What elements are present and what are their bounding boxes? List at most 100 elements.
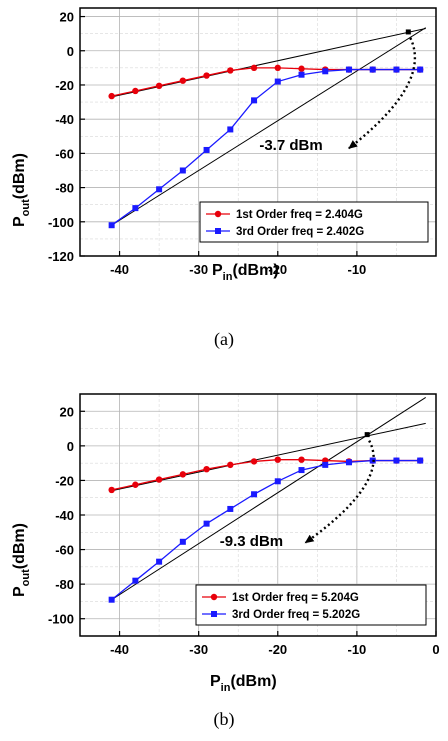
- series-point-1: [179, 471, 187, 478]
- legend-box-b: [195, 584, 427, 626]
- series-point-2: [132, 577, 139, 584]
- series-point-2: [156, 186, 163, 193]
- legend-swatch-marker: [214, 210, 222, 218]
- series-point-2: [393, 457, 400, 464]
- series-point-2: [156, 558, 163, 565]
- series-point-2: [227, 126, 234, 133]
- series-point-1: [108, 486, 115, 494]
- caption-b: (b): [214, 709, 235, 730]
- y-tick-label: 20: [60, 404, 74, 419]
- series-point-1: [132, 481, 139, 488]
- x-axis-label-a: Pin(dBm): [212, 262, 279, 283]
- y-tick-label: -40: [55, 112, 74, 127]
- series-point-1: [298, 65, 305, 72]
- series-point-2: [417, 457, 424, 464]
- legend-label-1st-b: 1st Order freq = 5.204G: [232, 592, 359, 604]
- y-tick-label: -80: [55, 577, 74, 592]
- legend-a: 1st Order freq = 2.404G 3rd Order freq =…: [199, 201, 429, 243]
- legend-b: 1st Order freq = 5.204G 3rd Order freq =…: [195, 584, 427, 626]
- x-tick-label: -10: [347, 262, 366, 277]
- series-b: [108, 432, 424, 603]
- series-point-2: [417, 66, 424, 73]
- series-point-2: [393, 66, 400, 73]
- extrapolation-line: [111, 397, 426, 601]
- series-point-1: [132, 87, 139, 95]
- series-point-2: [345, 459, 352, 466]
- series-point-1: [227, 461, 234, 469]
- series-point-1: [155, 82, 163, 90]
- series-line-2: [111, 459, 421, 601]
- y-tick-label: -60: [55, 543, 74, 558]
- plot-frame-a: [79, 7, 437, 257]
- annotation-a: -3.7 dBm: [259, 37, 417, 154]
- series-line-1: [111, 459, 421, 491]
- series-point-1: [108, 92, 115, 100]
- y-tick-label: 0: [67, 44, 74, 59]
- ticks-a: -40 -30 -20 -10 20 0 -20 -40 -60 -80 -100 -120: [48, 10, 366, 277]
- extrapolation-line: [111, 28, 426, 98]
- iip3-arrow: [304, 440, 375, 544]
- series-point-2: [274, 478, 281, 485]
- series-point-2: [251, 97, 258, 104]
- x-tick-label: 0: [432, 642, 439, 657]
- legend-swatch-marker: [215, 228, 221, 234]
- y-tick-label: -20: [55, 473, 74, 488]
- legend-label-3rd-b: 3rd Order freq = 5.202G: [232, 609, 360, 621]
- y-tick-label: -20: [55, 78, 74, 93]
- legend-swatch-marker: [210, 593, 218, 601]
- series-point-2: [274, 78, 281, 85]
- series-point-1: [298, 456, 305, 463]
- x-tick-label: -30: [189, 642, 208, 657]
- y-tick-label: -80: [55, 181, 74, 196]
- series-point-2: [179, 538, 186, 545]
- series-point-2: [132, 205, 139, 212]
- iip3-annotation-a: -3.7 dBm: [259, 137, 322, 154]
- x-axis-label-b: Pin(dBm): [210, 673, 277, 694]
- y-tick-label: -40: [55, 508, 74, 523]
- x-tick-label: -10: [347, 642, 366, 657]
- x-tick-label: -20: [268, 642, 287, 657]
- series-point-1: [155, 476, 163, 483]
- series-point-2: [203, 520, 210, 527]
- series-point-2: [227, 505, 234, 512]
- extrapolation-line: [111, 27, 426, 226]
- series-point-2: [179, 167, 186, 174]
- series-point-1: [203, 465, 210, 473]
- caption-a: (a): [214, 329, 234, 350]
- series-point-2: [322, 461, 329, 468]
- legend-label-3rd-a: 3rd Order freq = 2.402G: [236, 226, 364, 238]
- series-line-2: [111, 68, 421, 226]
- series-point-2: [108, 222, 115, 229]
- y-tick-label: -120: [48, 249, 74, 264]
- series-point-2: [108, 596, 115, 603]
- y-tick-label: -100: [48, 612, 74, 627]
- iip3-annotation-b: -9.3 dBm: [220, 533, 283, 550]
- series-point-2: [251, 491, 258, 498]
- fit-lines-a: [111, 27, 426, 226]
- series-point-1: [179, 77, 187, 84]
- series-point-1: [274, 456, 281, 463]
- series-point-2: [298, 71, 305, 78]
- x-tick-label: -40: [110, 642, 129, 657]
- series-point-1: [250, 64, 258, 72]
- series-point-1: [203, 72, 210, 79]
- y-axis-label-b: Pout(dBm): [11, 523, 32, 597]
- y-tick-label: -100: [48, 215, 74, 230]
- y-tick-label: 20: [60, 10, 74, 25]
- x-tick-label: -20: [268, 262, 287, 277]
- legend-box-a: [199, 201, 429, 243]
- x-tick-label: -30: [189, 262, 208, 277]
- series-point-2: [298, 467, 305, 474]
- series-point-2: [322, 68, 329, 75]
- iip3-arrow: [348, 37, 417, 150]
- fit-lines-b: [111, 397, 426, 601]
- series-point-1: [227, 67, 234, 74]
- legend-swatch-marker: [211, 611, 217, 617]
- intercept-point: [405, 29, 411, 35]
- extrapolation-line: [111, 422, 426, 492]
- legend-label-1st-a: 1st Order freq = 2.404G: [236, 209, 363, 221]
- x-tick-label: -40: [110, 262, 129, 277]
